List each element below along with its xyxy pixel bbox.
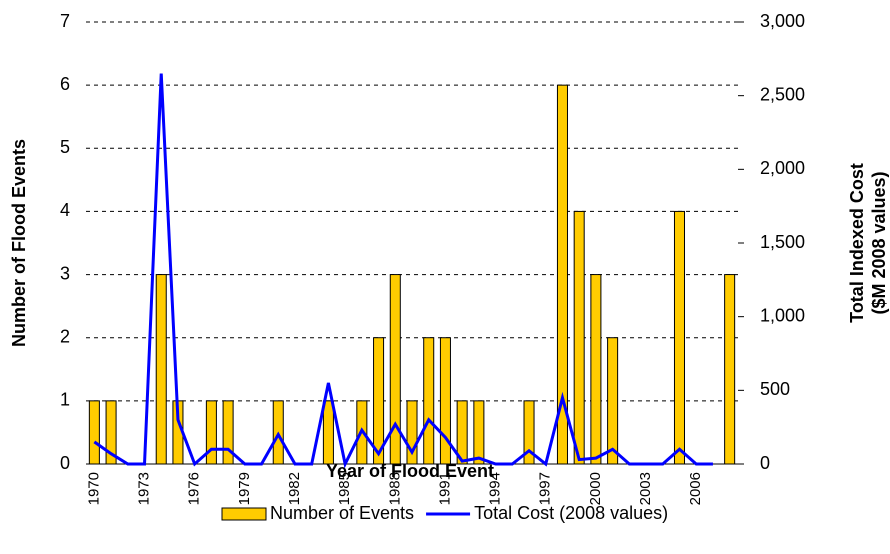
x-tick-label: 1985 <box>336 472 353 505</box>
bar <box>523 400 535 465</box>
bar <box>423 337 435 465</box>
bar <box>373 337 385 465</box>
bar <box>590 274 602 465</box>
bar <box>88 400 100 465</box>
bar <box>155 274 167 465</box>
x-tick-label: 2003 <box>637 472 654 505</box>
x-tick-label: 2000 <box>587 472 604 505</box>
bar <box>389 274 401 465</box>
y-tick-label: 4 <box>60 200 70 220</box>
x-tick-label: 1997 <box>537 472 554 505</box>
x-tick-label: 1973 <box>135 472 152 505</box>
y2-tick-label: 2,500 <box>760 84 805 104</box>
legend-swatch <box>221 507 267 521</box>
x-tick-label: 1988 <box>386 472 403 505</box>
x-axis-label: Year of Flood Event <box>326 461 494 481</box>
y-tick-label: 6 <box>60 74 70 94</box>
legend-label: Number of Events <box>270 503 414 523</box>
x-tick-label: 2006 <box>687 472 704 505</box>
bar <box>439 337 451 465</box>
bar <box>724 274 736 465</box>
y2-axis-label: Total Indexed Cost <box>847 163 867 323</box>
y2-tick-label: 500 <box>760 379 790 399</box>
bar <box>456 400 468 465</box>
y2-tick-label: 1,000 <box>760 305 805 325</box>
bar <box>573 210 585 465</box>
y-tick-label: 5 <box>60 137 70 157</box>
bar <box>473 400 485 465</box>
bar <box>222 400 234 465</box>
y-tick-label: 7 <box>60 11 70 31</box>
bar <box>322 400 334 465</box>
y2-tick-label: 0 <box>760 453 770 473</box>
x-tick-label: 1979 <box>236 472 253 505</box>
line <box>93 73 713 469</box>
bar <box>406 400 418 465</box>
y2-tick-label: 2,000 <box>760 158 805 178</box>
y-tick-label: 1 <box>60 390 70 410</box>
y-tick-label: 0 <box>60 453 70 473</box>
x-tick-label: 1982 <box>286 472 303 505</box>
y2-axis-label: ($M 2008 values) <box>869 171 889 314</box>
bar <box>205 400 217 465</box>
x-tick-label: 1976 <box>186 472 203 505</box>
y-axis-label: Number of Flood Events <box>9 139 29 347</box>
bar <box>556 84 568 465</box>
y-tick-label: 2 <box>60 326 70 346</box>
legend-label: Total Cost (2008 values) <box>474 503 668 523</box>
y-tick-label: 3 <box>60 263 70 283</box>
x-tick-label: 1994 <box>487 472 504 505</box>
x-tick-label: 1970 <box>85 472 102 505</box>
bar <box>673 210 686 465</box>
bar <box>105 400 117 465</box>
y2-tick-label: 3,000 <box>760 11 805 31</box>
y2-tick-label: 1,500 <box>760 232 805 252</box>
x-tick-label: 1991 <box>436 472 453 505</box>
bar <box>607 337 619 465</box>
